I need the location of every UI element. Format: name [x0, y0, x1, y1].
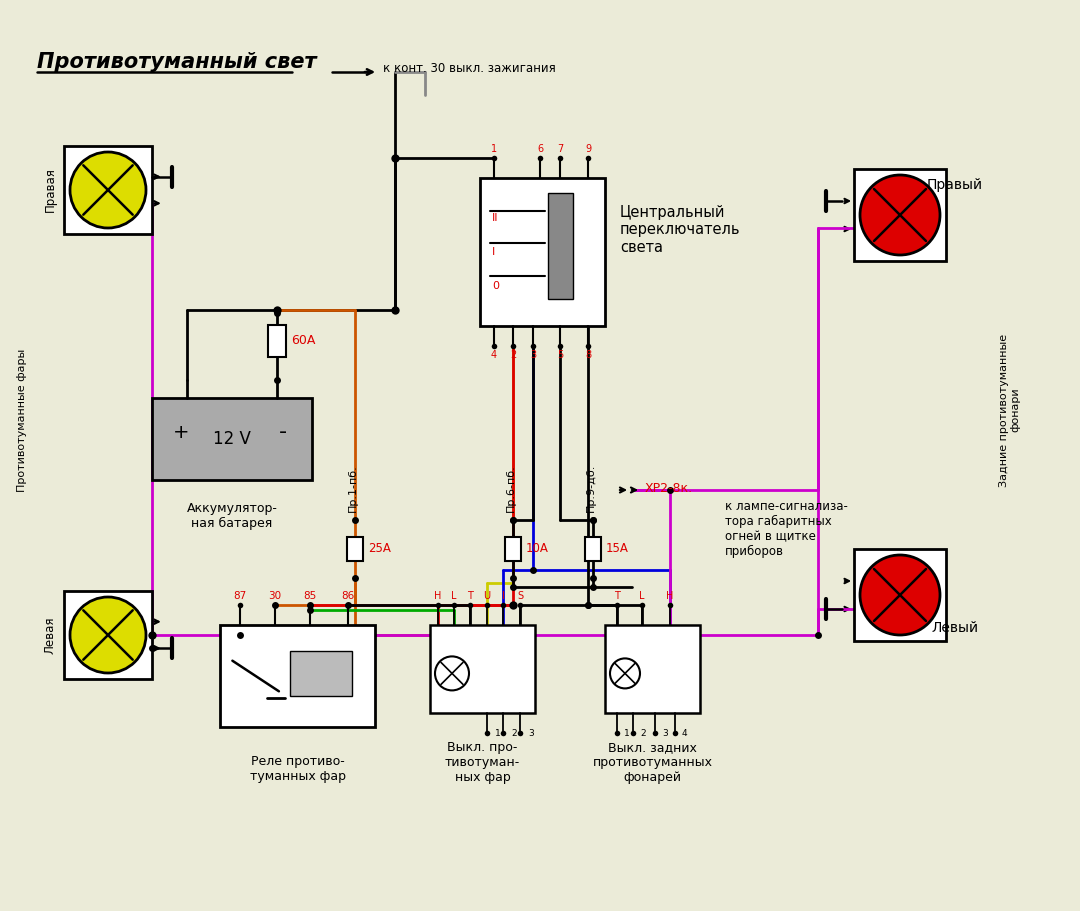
Text: 15A: 15A	[606, 542, 629, 556]
Text: Пр.6-пб.: Пр.6-пб.	[507, 465, 516, 512]
Text: 10A: 10A	[526, 542, 549, 556]
Text: I: I	[492, 247, 496, 257]
Bar	[65, 591, 151, 679]
Text: 25A: 25A	[368, 542, 391, 556]
Circle shape	[435, 657, 469, 691]
Text: Реле противо-
туманных фар: Реле противо- туманных фар	[249, 755, 346, 783]
Text: 2: 2	[640, 729, 646, 738]
Bar	[268, 325, 286, 357]
Text: 4: 4	[681, 729, 688, 738]
Text: -: -	[279, 423, 287, 443]
Text: 1: 1	[491, 144, 497, 154]
Text: Задние противотуманные
фонари: Задние противотуманные фонари	[999, 333, 1021, 486]
Text: 86: 86	[341, 591, 354, 601]
Text: L: L	[639, 591, 645, 601]
Text: II: II	[492, 213, 499, 223]
Bar	[220, 625, 375, 727]
Bar	[605, 625, 700, 713]
Text: Центральный
переключатель
света: Центральный переключатель света	[620, 205, 741, 255]
Text: 6: 6	[537, 144, 543, 154]
Text: U: U	[484, 591, 490, 601]
Text: T: T	[467, 591, 473, 601]
Text: Выкл. задних
противотуманных
фонарей: Выкл. задних противотуманных фонарей	[593, 741, 713, 784]
Text: H: H	[666, 591, 674, 601]
Bar	[505, 537, 521, 561]
Text: к конт. 30 выкл. зажигания: к конт. 30 выкл. зажигания	[383, 62, 556, 75]
Text: S: S	[517, 591, 523, 601]
Text: Пр.9-дб.: Пр.9-дб.	[586, 464, 596, 512]
Text: I: I	[501, 591, 504, 601]
Text: 0: 0	[492, 281, 499, 291]
Text: Противотуманный свет: Противотуманный свет	[37, 52, 316, 72]
Text: Выкл. про-
тивотуман-
ных фар: Выкл. про- тивотуман- ных фар	[445, 741, 521, 784]
Text: 12 V: 12 V	[213, 430, 251, 448]
Circle shape	[860, 555, 940, 635]
Text: XP2-8к.: XP2-8к.	[645, 482, 693, 495]
Text: 9: 9	[585, 144, 591, 154]
Text: 1: 1	[495, 729, 501, 738]
Text: Аккумулятор-
ная батарея: Аккумулятор- ная батарея	[187, 502, 278, 530]
Circle shape	[70, 152, 146, 228]
Text: 30: 30	[269, 591, 282, 601]
Text: 2: 2	[511, 729, 516, 738]
Bar	[289, 650, 352, 696]
Text: 7: 7	[557, 144, 563, 154]
Text: Левый: Левый	[931, 621, 978, 635]
Text: Левая: Левая	[43, 616, 56, 654]
Bar	[65, 147, 151, 234]
Text: L: L	[451, 591, 457, 601]
Bar	[480, 178, 605, 326]
Text: Противотуманные фары: Противотуманные фары	[17, 348, 27, 492]
Text: T: T	[615, 591, 620, 601]
Bar	[430, 625, 535, 713]
Circle shape	[70, 597, 146, 673]
Text: Пр.1-пб.: Пр.1-пб.	[348, 465, 357, 512]
Text: 3: 3	[530, 350, 536, 360]
Text: Правый: Правый	[927, 178, 983, 192]
Bar	[347, 537, 363, 561]
Circle shape	[860, 175, 940, 255]
Bar	[854, 549, 946, 641]
Bar	[152, 398, 312, 480]
Text: 4: 4	[491, 350, 497, 360]
Text: 5: 5	[557, 350, 563, 360]
Text: 87: 87	[233, 591, 246, 601]
Text: к лампе-сигнализа-
тора габаритных
огней в щитке
приборов: к лампе-сигнализа- тора габаритных огней…	[725, 500, 848, 558]
Text: +: +	[173, 423, 189, 442]
Bar	[854, 169, 946, 261]
Text: 3: 3	[528, 729, 534, 738]
Text: 2: 2	[510, 350, 516, 360]
Text: 85: 85	[303, 591, 316, 601]
Text: 60A: 60A	[291, 334, 315, 347]
Text: H: H	[434, 591, 442, 601]
Text: 1: 1	[624, 729, 630, 738]
Circle shape	[610, 659, 640, 689]
Text: Правая: Правая	[43, 168, 56, 212]
Bar	[585, 537, 600, 561]
Text: 8: 8	[585, 350, 591, 360]
Bar	[548, 193, 572, 300]
Text: 3: 3	[662, 729, 667, 738]
